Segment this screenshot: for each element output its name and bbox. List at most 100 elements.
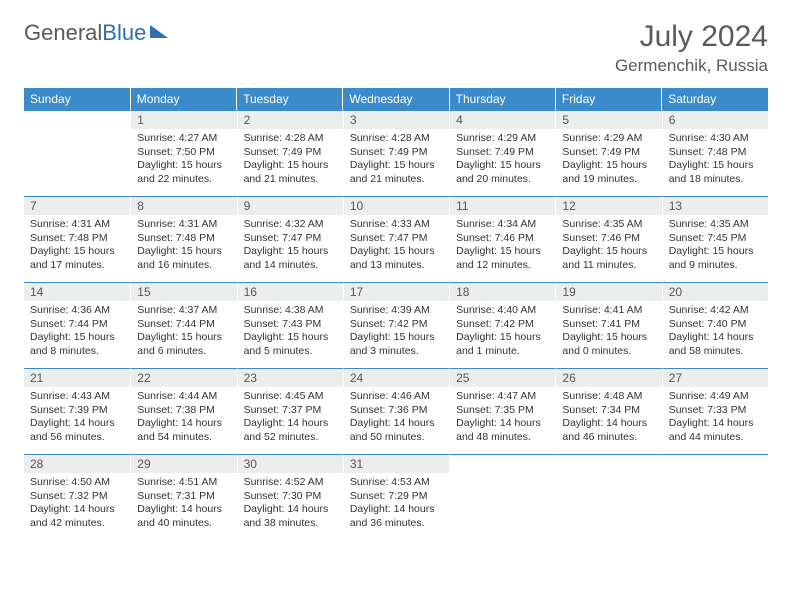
daylight-line: Daylight: 14 hours and 48 minutes. [456,417,549,444]
day-details: Sunrise: 4:28 AMSunset: 7:49 PMDaylight:… [343,129,449,189]
sunrise-line: Sunrise: 4:31 AM [30,218,124,232]
sunrise-line: Sunrise: 4:44 AM [137,390,230,404]
day-number: 23 [237,368,343,387]
daylight-line: Daylight: 15 hours and 5 minutes. [244,331,337,358]
sunrise-line: Sunrise: 4:37 AM [137,304,230,318]
weekday-row: SundayMondayTuesdayWednesdayThursdayFrid… [24,88,768,110]
sunrise-line: Sunrise: 4:38 AM [244,304,337,318]
daylight-line: Daylight: 15 hours and 0 minutes. [562,331,655,358]
day-number: 11 [449,196,555,215]
day-number: 10 [343,196,449,215]
location: Germenchik, Russia [615,56,768,76]
logo: GeneralBlue [24,20,168,46]
calendar-row: 28Sunrise: 4:50 AMSunset: 7:32 PMDayligh… [24,454,768,540]
weekday-header: Sunday [24,88,130,110]
day-cell: 2Sunrise: 4:28 AMSunset: 7:49 PMDaylight… [237,110,343,196]
weekday-header: Saturday [662,88,768,110]
day-number: 9 [237,196,343,215]
daylight-line: Daylight: 15 hours and 13 minutes. [350,245,443,272]
day-number: 21 [24,368,130,387]
weekday-header: Monday [130,88,236,110]
sunset-line: Sunset: 7:38 PM [137,404,230,418]
daylight-line: Daylight: 14 hours and 42 minutes. [30,503,124,530]
daylight-line: Daylight: 15 hours and 1 minute. [456,331,549,358]
daylight-line: Daylight: 15 hours and 17 minutes. [30,245,124,272]
day-cell: 20Sunrise: 4:42 AMSunset: 7:40 PMDayligh… [662,282,768,368]
sunrise-line: Sunrise: 4:35 AM [562,218,655,232]
day-details: Sunrise: 4:30 AMSunset: 7:48 PMDaylight:… [662,129,768,189]
day-number: 29 [130,454,236,473]
day-cell: 21Sunrise: 4:43 AMSunset: 7:39 PMDayligh… [24,368,130,454]
day-cell: 31Sunrise: 4:53 AMSunset: 7:29 PMDayligh… [343,454,449,540]
daylight-line: Daylight: 14 hours and 38 minutes. [244,503,337,530]
daylight-line: Daylight: 14 hours and 36 minutes. [350,503,443,530]
sunset-line: Sunset: 7:39 PM [30,404,124,418]
calendar-row: 21Sunrise: 4:43 AMSunset: 7:39 PMDayligh… [24,368,768,454]
sunset-line: Sunset: 7:29 PM [350,490,443,504]
month-title: July 2024 [615,20,768,54]
sunrise-line: Sunrise: 4:51 AM [137,476,230,490]
weekday-header: Thursday [449,88,555,110]
day-cell: 9Sunrise: 4:32 AMSunset: 7:47 PMDaylight… [237,196,343,282]
daylight-line: Daylight: 14 hours and 50 minutes. [350,417,443,444]
sunset-line: Sunset: 7:44 PM [30,318,124,332]
empty-cell [449,454,555,540]
sunrise-line: Sunrise: 4:32 AM [244,218,337,232]
sunrise-line: Sunrise: 4:53 AM [350,476,443,490]
day-details: Sunrise: 4:39 AMSunset: 7:42 PMDaylight:… [343,301,449,361]
daylight-line: Daylight: 15 hours and 16 minutes. [137,245,230,272]
day-number: 19 [555,282,661,301]
daylight-line: Daylight: 15 hours and 3 minutes. [350,331,443,358]
sunset-line: Sunset: 7:47 PM [350,232,443,246]
day-cell: 1Sunrise: 4:27 AMSunset: 7:50 PMDaylight… [130,110,236,196]
sunset-line: Sunset: 7:42 PM [350,318,443,332]
empty-top [662,454,768,473]
daylight-line: Daylight: 15 hours and 14 minutes. [244,245,337,272]
day-number: 20 [662,282,768,301]
day-cell: 11Sunrise: 4:34 AMSunset: 7:46 PMDayligh… [449,196,555,282]
day-cell: 10Sunrise: 4:33 AMSunset: 7:47 PMDayligh… [343,196,449,282]
sunset-line: Sunset: 7:44 PM [137,318,230,332]
sunrise-line: Sunrise: 4:34 AM [456,218,549,232]
day-number: 5 [555,110,661,129]
sunset-line: Sunset: 7:43 PM [244,318,337,332]
day-cell: 12Sunrise: 4:35 AMSunset: 7:46 PMDayligh… [555,196,661,282]
calendar-body: 1Sunrise: 4:27 AMSunset: 7:50 PMDaylight… [24,110,768,540]
day-number: 7 [24,196,130,215]
logo-part2: Blue [102,20,146,45]
day-cell: 7 Sunrise: 4:31 AMSunset: 7:48 PMDaylight… [24,196,130,282]
sunrise-line: Sunrise: 4:47 AM [456,390,549,404]
day-details: Sunrise: 4:37 AMSunset: 7:44 PMDaylight:… [130,301,236,361]
daylight-line: Daylight: 15 hours and 6 minutes. [137,331,230,358]
empty-cell [24,110,130,196]
day-cell: 22Sunrise: 4:44 AMSunset: 7:38 PMDayligh… [130,368,236,454]
sunset-line: Sunset: 7:49 PM [456,146,549,160]
day-number: 6 [662,110,768,129]
sunset-line: Sunset: 7:42 PM [456,318,549,332]
day-number: 15 [130,282,236,301]
calendar-table: SundayMondayTuesdayWednesdayThursdayFrid… [24,88,768,540]
day-cell: 26Sunrise: 4:48 AMSunset: 7:34 PMDayligh… [555,368,661,454]
day-cell: 13Sunrise: 4:35 AMSunset: 7:45 PMDayligh… [662,196,768,282]
day-number: 12 [555,196,661,215]
day-details: Sunrise: 4:51 AMSunset: 7:31 PMDaylight:… [130,473,236,533]
day-number: 14 [24,282,130,301]
day-cell: 23Sunrise: 4:45 AMSunset: 7:37 PMDayligh… [237,368,343,454]
daylight-line: Daylight: 15 hours and 9 minutes. [669,245,762,272]
sunrise-line: Sunrise: 4:50 AM [30,476,124,490]
day-details: Sunrise: 4:28 AMSunset: 7:49 PMDaylight:… [237,129,343,189]
day-number: 16 [237,282,343,301]
calendar-row: 14Sunrise: 4:36 AMSunset: 7:44 PMDayligh… [24,282,768,368]
daylight-line: Daylight: 14 hours and 56 minutes. [30,417,124,444]
daylight-line: Daylight: 14 hours and 44 minutes. [669,417,762,444]
weekday-header: Friday [555,88,661,110]
sunset-line: Sunset: 7:48 PM [30,232,124,246]
daylight-line: Daylight: 15 hours and 18 minutes. [669,159,762,186]
day-details: Sunrise: 4:44 AMSunset: 7:38 PMDaylight:… [130,387,236,447]
day-details: Sunrise: 4:47 AMSunset: 7:35 PMDaylight:… [449,387,555,447]
sunrise-line: Sunrise: 4:46 AM [350,390,443,404]
header: GeneralBlue July 2024 Germenchik, Russia [24,20,768,76]
day-details: Sunrise: 4:35 AMSunset: 7:45 PMDaylight:… [662,215,768,275]
sunset-line: Sunset: 7:49 PM [562,146,655,160]
day-cell: 15Sunrise: 4:37 AMSunset: 7:44 PMDayligh… [130,282,236,368]
